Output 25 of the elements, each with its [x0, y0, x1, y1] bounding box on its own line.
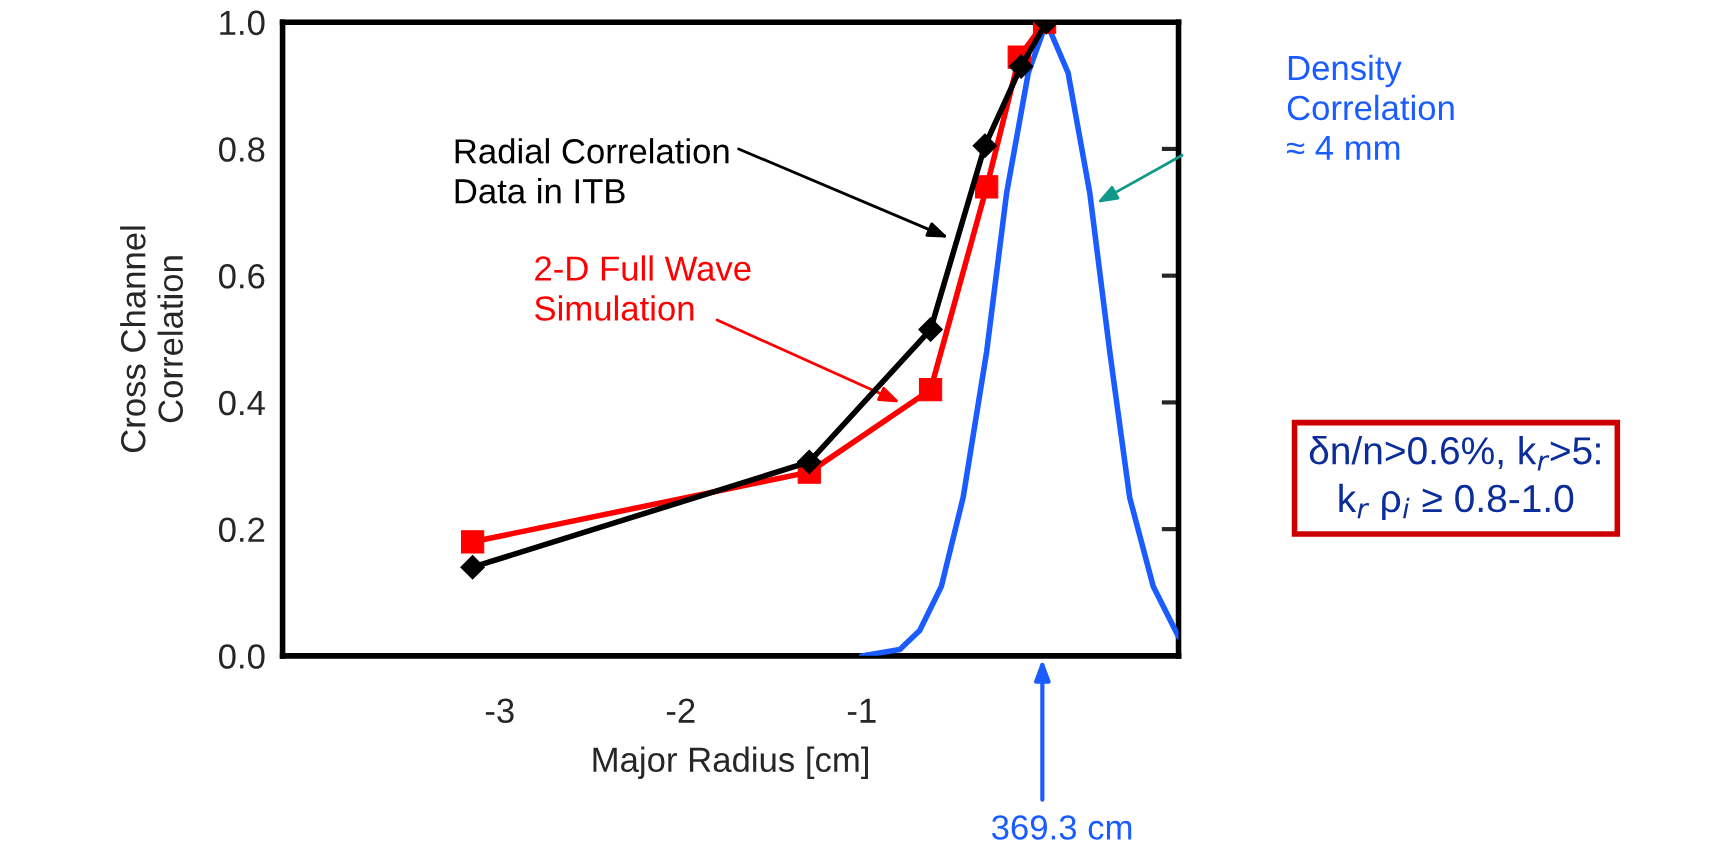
y-tick-label: 0.4 — [219, 390, 265, 416]
y-tick-label: 0.2 — [219, 517, 265, 543]
y-tick-label: 0.8 — [219, 137, 265, 162]
text: 369.3 cm — [991, 815, 1132, 840]
text: δn/n>0.6%, k$_{r}$>5: — [1309, 435, 1600, 471]
annotation: Radial Correlation Data in ITB — [455, 138, 729, 204]
x-tick-label: -2 — [666, 698, 695, 723]
point — [972, 133, 998, 159]
point — [460, 554, 485, 580]
y-tick-label: 0.6 — [219, 264, 265, 289]
point — [918, 378, 943, 402]
point — [460, 530, 485, 554]
point — [796, 449, 822, 475]
x-tick-label: -3 — [485, 698, 514, 724]
y-axis-title: Cross Channel Correlation — [120, 226, 183, 453]
point — [1008, 54, 1034, 79]
text: Density Correlation ≈ 4 mm — [1287, 54, 1454, 160]
text: k$_{r}$ ρ$_{i}$ ≥ 0.8-1.0 — [1339, 483, 1574, 521]
y-tick-label: 0.0 — [219, 644, 265, 669]
x-axis-title: Major Radius [cm] — [593, 746, 868, 779]
point — [975, 175, 999, 199]
annotation: 2-D Full Wave Simulation — [535, 255, 751, 321]
x-tick-label: -1 — [847, 698, 876, 723]
y-tick-label: 1.0 — [220, 10, 265, 36]
point — [918, 317, 943, 342]
